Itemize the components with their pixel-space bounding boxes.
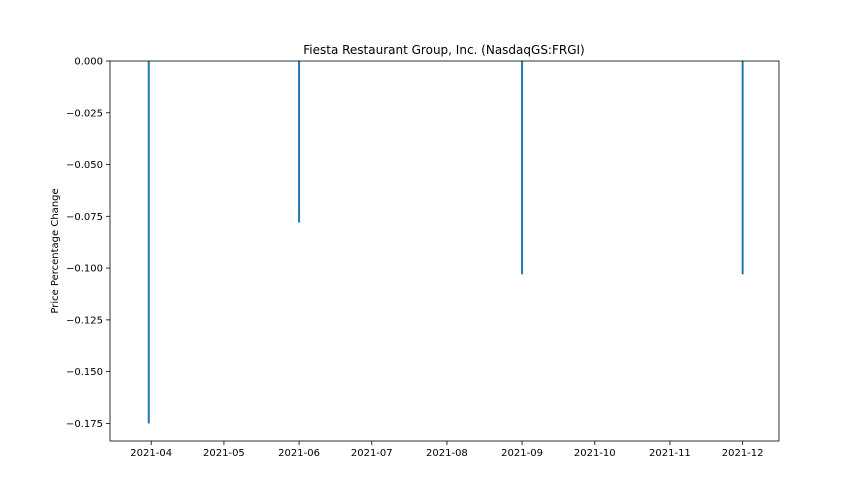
y-tick-label-6: −0.150	[66, 367, 103, 378]
plot-frame	[109, 60, 780, 442]
x-tick-label-2021-06: 2021-06	[278, 448, 320, 459]
x-tick-label-2021-08: 2021-08	[426, 448, 468, 459]
x-tick-label-2021-05: 2021-05	[203, 448, 245, 459]
bars-layer	[147, 61, 744, 424]
x-tick-label-2021-11: 2021-11	[649, 448, 691, 459]
y-axis-title: Price Percentage Change	[50, 188, 61, 313]
y-tick-label-2: −0.050	[66, 160, 103, 171]
x-tick-label-2021-10: 2021-10	[574, 448, 616, 459]
y-tick-label-3: −0.075	[66, 212, 103, 223]
bar-2021-06-01	[298, 61, 301, 223]
x-axis-ticks: 2021-04 2021-05 2021-06 2021-07 2021-08 2021-…	[130, 441, 764, 459]
x-tick-label-2021-07: 2021-07	[351, 448, 393, 459]
y-tick-label-0: 0.000	[74, 57, 103, 68]
y-tick-label-5: −0.125	[66, 315, 103, 326]
x-tick-label-2021-09: 2021-09	[501, 448, 543, 459]
x-tick-label-2021-04: 2021-04	[130, 448, 172, 459]
plot-area	[110, 61, 779, 441]
y-tick-label-4: −0.100	[66, 264, 103, 275]
bar-2021-12-01	[741, 61, 744, 275]
bar-2021-03-31	[147, 61, 150, 424]
x-tick-label-2021-12: 2021-12	[722, 448, 764, 459]
bar-2021-09-01	[521, 61, 524, 275]
y-tick-label-1: −0.025	[66, 108, 103, 119]
chart-title: Fiesta Restaurant Group, Inc. (NasdaqGS:…	[303, 43, 584, 57]
y-axis-ticks: 0.000 −0.025 −0.050 −0.075 −0.100 −0.125 −0.15…	[66, 57, 110, 430]
y-tick-label-7: −0.175	[66, 419, 103, 430]
